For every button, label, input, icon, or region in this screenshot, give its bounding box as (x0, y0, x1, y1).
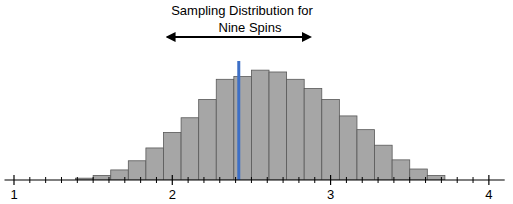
minor-tick (108, 177, 109, 183)
title-line: Sampling Distribution for (171, 3, 313, 18)
bar (357, 130, 375, 180)
x-axis (5, 179, 505, 180)
major-tick (488, 175, 489, 185)
bar (322, 99, 340, 180)
minor-tick (61, 177, 62, 183)
minor-tick (393, 177, 394, 183)
title-line: Nine Spins (219, 20, 282, 35)
minor-tick (156, 177, 157, 183)
minor-tick (124, 177, 125, 183)
bar (199, 99, 217, 180)
minor-tick (457, 177, 458, 183)
bar (427, 175, 445, 180)
bar (146, 148, 164, 180)
range-arrow (168, 36, 310, 38)
title: Sampling Distribution for Nine Spins (171, 3, 313, 35)
x-tick-label: 1 (10, 187, 17, 202)
minor-tick (378, 177, 379, 183)
mean-line (237, 61, 240, 180)
bar (304, 88, 322, 180)
bar (216, 79, 234, 180)
minor-tick (314, 177, 315, 183)
minor-tick (77, 177, 78, 183)
minor-tick (219, 177, 220, 183)
minor-tick (267, 177, 268, 183)
x-tick-label: 2 (169, 187, 176, 202)
minor-tick (45, 177, 46, 183)
major-tick (13, 175, 14, 185)
bar (392, 160, 410, 180)
bar (339, 116, 357, 180)
major-tick (330, 175, 331, 185)
minor-tick (140, 177, 141, 183)
bar (410, 169, 428, 180)
bar (128, 161, 146, 180)
minor-tick (93, 177, 94, 183)
bar (234, 77, 252, 180)
major-tick (172, 175, 173, 185)
bar (375, 145, 393, 180)
minor-tick (409, 177, 410, 183)
minor-tick (346, 177, 347, 183)
bar (251, 70, 269, 180)
bar (111, 170, 129, 180)
minor-tick (283, 177, 284, 183)
minor-tick (298, 177, 299, 183)
minor-tick (188, 177, 189, 183)
minor-tick (425, 177, 426, 183)
x-tick-label: 3 (327, 187, 334, 202)
bar (163, 132, 181, 180)
bar (93, 175, 111, 180)
bar (181, 118, 199, 180)
bars (76, 61, 445, 180)
minor-tick (29, 177, 30, 183)
minor-tick (441, 177, 442, 183)
minor-tick (362, 177, 363, 183)
minor-tick (203, 177, 204, 183)
chart: Sampling Distribution for Nine Spins 1 2 3 4 (0, 0, 513, 204)
bar (287, 79, 305, 180)
minor-tick (473, 177, 474, 183)
minor-tick (251, 177, 252, 183)
bar (269, 72, 287, 180)
minor-tick (235, 177, 236, 183)
x-tick-label: 4 (485, 187, 492, 202)
